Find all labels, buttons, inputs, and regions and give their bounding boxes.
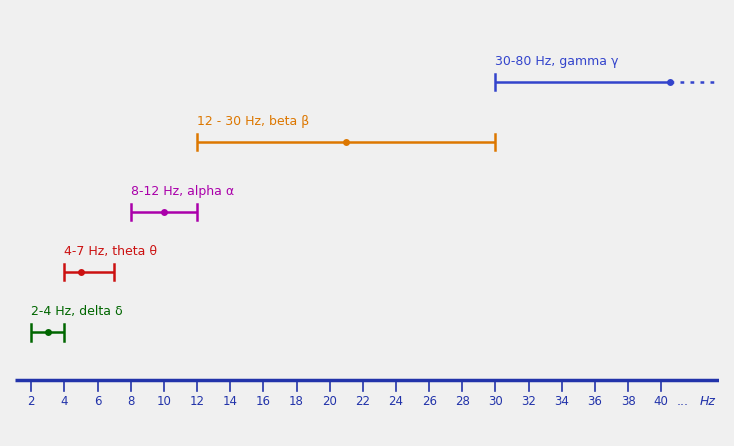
Text: 4-7 Hz, theta θ: 4-7 Hz, theta θ <box>65 245 157 258</box>
Text: ...: ... <box>677 395 688 408</box>
Text: 16: 16 <box>256 395 271 408</box>
Text: 12 - 30 Hz, beta β: 12 - 30 Hz, beta β <box>197 115 309 128</box>
Text: 14: 14 <box>222 395 238 408</box>
Text: 34: 34 <box>554 395 570 408</box>
Text: 6: 6 <box>94 395 101 408</box>
Text: 12: 12 <box>189 395 205 408</box>
Text: 30-80 Hz, gamma γ: 30-80 Hz, gamma γ <box>495 55 619 68</box>
Text: 18: 18 <box>289 395 304 408</box>
Text: 26: 26 <box>421 395 437 408</box>
Text: 22: 22 <box>355 395 371 408</box>
Text: 38: 38 <box>621 395 636 408</box>
Text: 4: 4 <box>61 395 68 408</box>
Text: 10: 10 <box>156 395 171 408</box>
Text: 28: 28 <box>455 395 470 408</box>
Text: 36: 36 <box>587 395 603 408</box>
Text: 24: 24 <box>388 395 404 408</box>
Text: 32: 32 <box>521 395 536 408</box>
Text: 30: 30 <box>488 395 503 408</box>
Text: 8: 8 <box>127 395 134 408</box>
Text: 8-12 Hz, alpha α: 8-12 Hz, alpha α <box>131 185 234 198</box>
Text: 20: 20 <box>322 395 337 408</box>
Text: Hz: Hz <box>700 395 716 408</box>
Text: 2: 2 <box>27 395 35 408</box>
Text: 40: 40 <box>654 395 669 408</box>
Text: 2-4 Hz, delta δ: 2-4 Hz, delta δ <box>32 306 123 318</box>
